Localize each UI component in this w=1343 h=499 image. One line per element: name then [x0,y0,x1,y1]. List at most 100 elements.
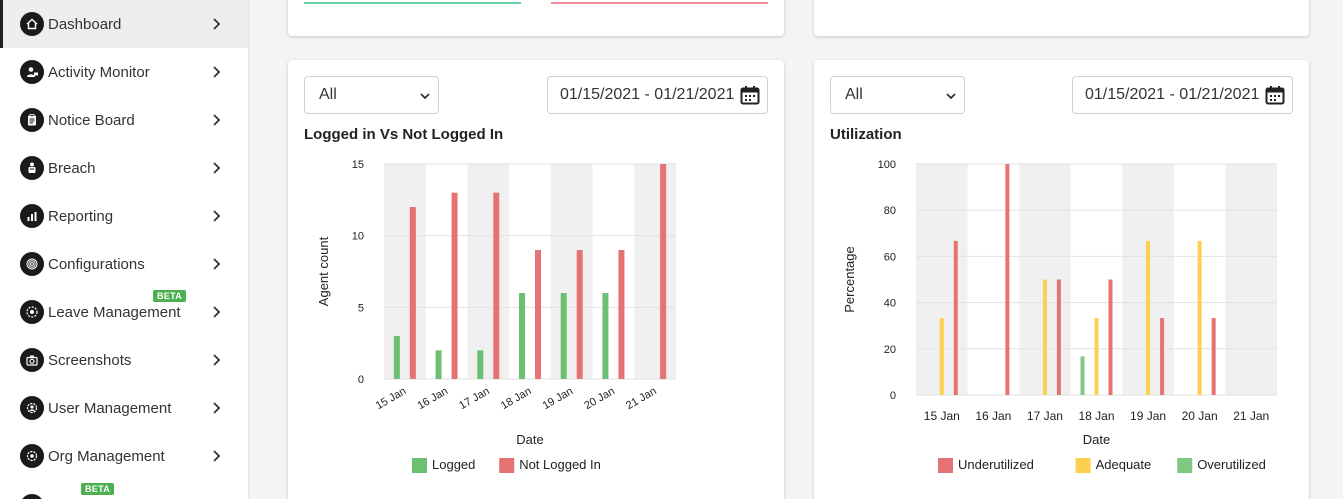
chevron-right-icon [213,258,221,270]
y-axis-label: Agent count [316,236,331,306]
legend-label: Logged [432,457,475,472]
x-tick-label: 19 Jan [1130,409,1166,423]
filter-select[interactable]: All [830,76,965,114]
sidebar-item-label: Breach [48,159,96,177]
user-monitor-icon [20,60,44,84]
bar-logged [393,336,400,379]
x-tick-label: 15 Jan [374,385,409,412]
beta-badge: BETA [81,483,115,495]
bar-not-logged-in [409,207,416,379]
x-axis-label: Date [1083,432,1110,447]
category-band [634,164,676,379]
y-tick-label: 15 [352,159,364,171]
bar-underutilized [1160,318,1165,395]
bar-adequate [1197,240,1202,395]
filter-select-value: All [845,86,863,103]
bar-adequate [1094,318,1099,395]
bar-logged [560,293,567,379]
y-tick-label: 10 [352,231,364,243]
sidebar: Dashboard Activity Monitor Notice Board Bre… [0,0,249,499]
y-tick-label: 20 [884,344,896,356]
sidebar-item-label: Org Management [48,447,165,465]
sidebar-item-user-management[interactable]: User Management [0,384,248,432]
sidebar-item-breach[interactable]: Breach [0,144,248,192]
bar-not-logged-in [618,250,625,379]
legend-label: Underutilized [958,457,1034,472]
chevron-right-icon [213,306,221,318]
top-left-card [288,0,784,36]
chevron-right-icon [213,354,221,366]
camera-icon [20,348,44,372]
org-icon [20,444,44,468]
legend-label: Adequate [1096,457,1152,472]
sidebar-item-activity-monitor[interactable]: Activity Monitor [0,48,248,96]
login-chart-card: All 01/15/2021 - 01/21/2021 Logged in Vs… [288,60,784,499]
beta-badge: BETA [153,290,187,302]
bar-underutilized [953,240,958,395]
breach-icon [20,156,44,180]
chevron-right-icon [213,114,221,126]
x-tick-label: 17 Jan [1027,409,1063,423]
utilization-chart-card: All 01/15/2021 - 01/21/2021 Utilization … [814,60,1309,499]
bar-logged [519,293,525,379]
filter-select-value: All [319,86,337,103]
x-tick-label: 18 Jan [499,385,534,412]
x-axis-label: Date [516,432,543,447]
date-range-input[interactable]: 01/15/2021 - 01/21/2021 [1072,76,1293,114]
sidebar-item-configurations[interactable]: Configurations [0,240,248,288]
chevron-right-icon [213,162,221,174]
utilization-bar-chart: 0 20 40 60 80 100 15 Jan 16 Jan 17 Jan 18 Jan 19 J… [842,159,1277,473]
filter-select[interactable]: All [304,76,439,114]
calendar-icon [1265,86,1285,105]
y-axis-label: Percentage [842,246,857,313]
x-tick-label: 18 Jan [1078,409,1114,423]
partial-icon [20,494,44,499]
chevron-down-icon [946,93,956,100]
date-range-input[interactable]: 01/15/2021 - 01/21/2021 [547,76,768,114]
users-gear-icon [20,396,44,420]
date-range-value: 01/15/2021 - 01/21/2021 [1085,86,1260,103]
x-tick-label: 20 Jan [1182,409,1218,423]
category-band [467,164,510,379]
legend-swatch [499,458,515,473]
fingerprint-icon [20,252,44,276]
sidebar-item-reporting[interactable]: Reporting [0,192,248,240]
sidebar-item-screenshots[interactable]: Screenshots [0,336,248,384]
category-band [550,164,593,379]
top-green-line [304,2,521,4]
bar-not-logged-in [660,164,667,379]
bar-logged [477,350,484,379]
sidebar-item-label: Leave Management [48,303,181,321]
sidebar-item-label: User Management [48,399,172,417]
x-tick-label: 20 Jan [582,385,617,412]
chevron-down-icon [420,93,430,100]
sidebar-item-leave-management[interactable]: Leave Management BETA [0,288,248,336]
legend-swatch [938,458,953,473]
top-right-card [814,0,1309,36]
clipboard-icon [20,108,44,132]
y-tick-label: 5 [358,302,364,314]
bar-report-icon [20,204,44,228]
x-tick-label: 17 Jan [457,385,492,412]
y-tick-label: 0 [358,374,364,386]
chevron-right-icon [213,66,221,78]
bar-underutilized [1211,318,1216,395]
sidebar-item-partial[interactable]: BETA [0,480,248,499]
sidebar-item-org-management[interactable]: Org Management [0,432,248,480]
top-pink-line [551,2,768,4]
sidebar-item-notice-board[interactable]: Notice Board [0,96,248,144]
x-tick-label: 16 Jan [975,409,1011,423]
date-range-value: 01/15/2021 - 01/21/2021 [560,86,735,103]
x-tick-label: 19 Jan [541,385,576,412]
sidebar-item-dashboard[interactable]: Dashboard [0,0,248,48]
x-tick-label: 16 Jan [415,385,450,412]
sidebar-item-label: Configurations [48,255,145,273]
x-tick-label: 21 Jan [1233,409,1269,423]
bar-adequate [939,318,944,395]
chevron-right-icon [213,18,221,30]
x-tick-label: 21 Jan [624,385,659,412]
x-tick-label: 15 Jan [924,409,960,423]
category-band [1225,164,1277,395]
login-bar-chart: 0 5 10 15 15 Jan 16 Jan 17 Jan 18 Jan 19 Jan 20 J… [316,159,676,473]
y-tick-label: 40 [884,298,896,310]
